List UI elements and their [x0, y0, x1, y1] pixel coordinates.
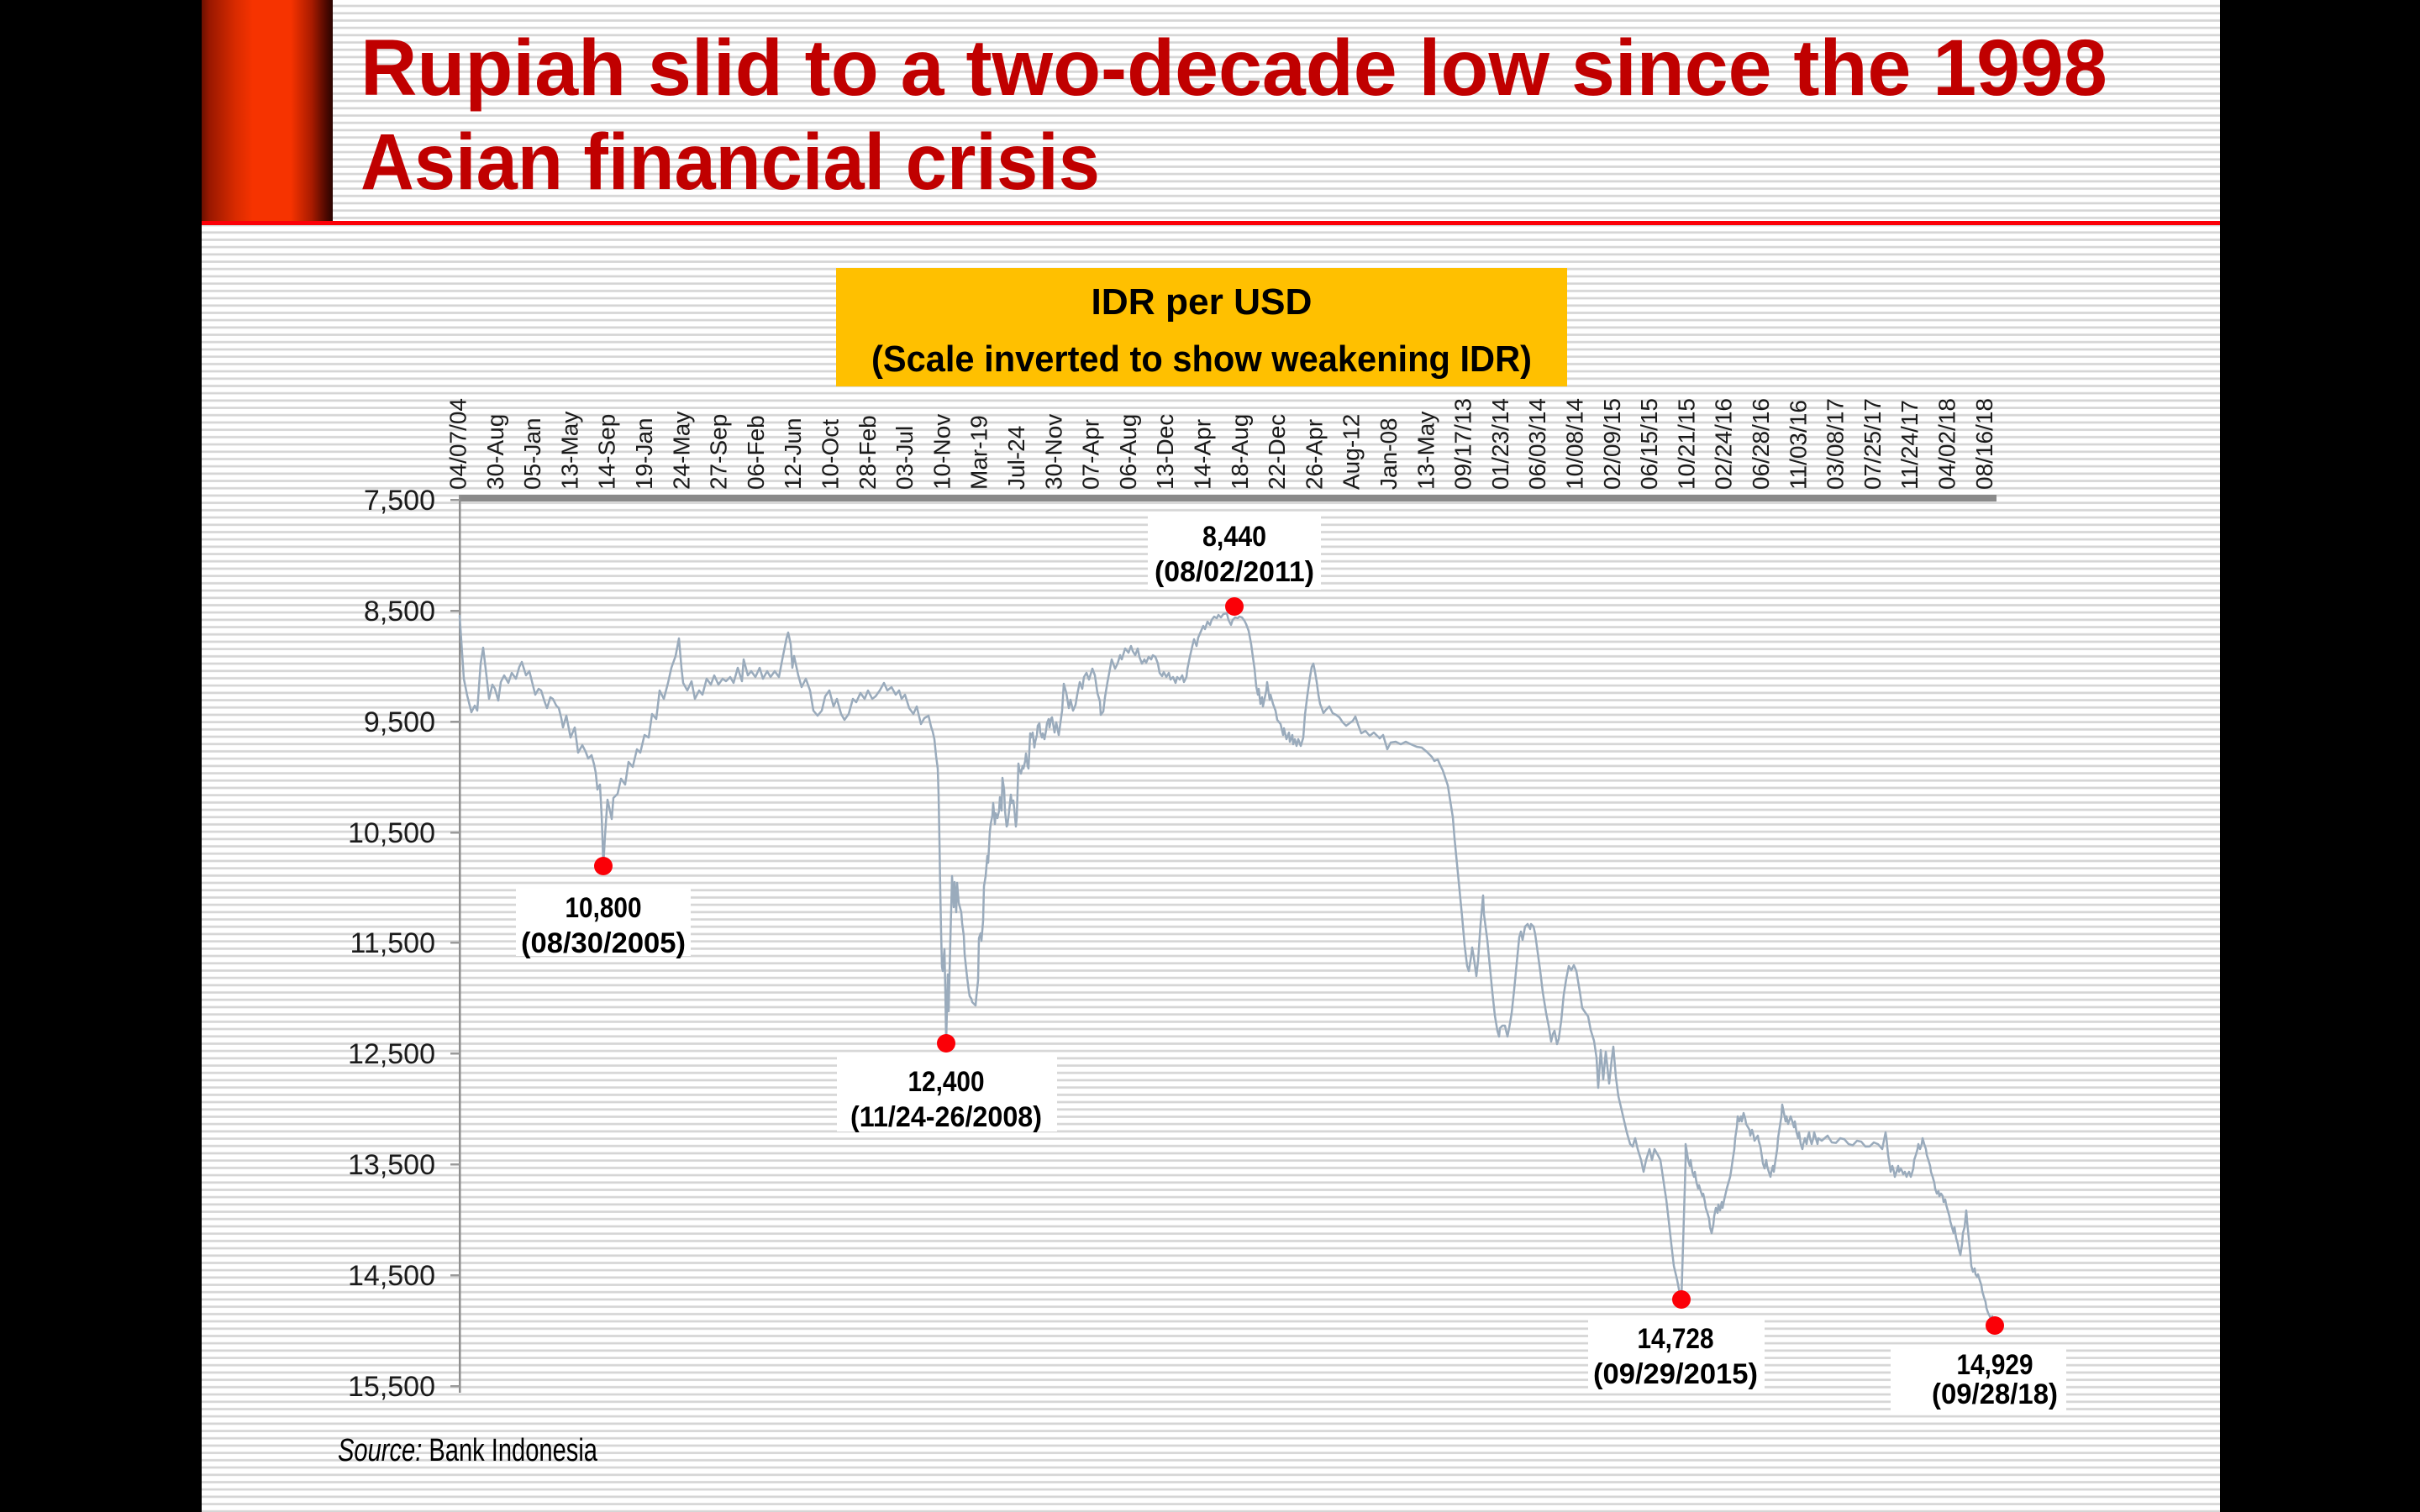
svg-text:12,400: 12,400 — [908, 1066, 985, 1098]
svg-text:02/09/15: 02/09/15 — [1599, 398, 1625, 490]
svg-text:13-Dec: 13-Dec — [1152, 414, 1178, 490]
svg-text:Aug-12: Aug-12 — [1339, 414, 1365, 490]
svg-text:11/03/16: 11/03/16 — [1785, 400, 1811, 490]
svg-text:(08/30/2005): (08/30/2005) — [521, 927, 686, 959]
svg-text:12-Jun: 12-Jun — [780, 417, 806, 490]
svg-text:Jan-08: Jan-08 — [1376, 417, 1402, 490]
svg-text:10,800: 10,800 — [566, 892, 642, 924]
svg-text:(09/29/2015): (09/29/2015) — [1593, 1358, 1758, 1390]
svg-text:12,500: 12,500 — [348, 1038, 435, 1070]
svg-text:18-Aug: 18-Aug — [1227, 414, 1253, 490]
svg-text:22-Dec: 22-Dec — [1264, 414, 1290, 490]
svg-text:10/08/14: 10/08/14 — [1562, 398, 1588, 490]
svg-text:02/24/16: 02/24/16 — [1711, 398, 1737, 490]
svg-text:06-Aug: 06-Aug — [1115, 414, 1141, 490]
svg-text:28-Feb: 28-Feb — [855, 415, 881, 490]
svg-text:14,929: 14,929 — [1957, 1349, 2033, 1381]
svg-text:8,440: 8,440 — [1202, 521, 1266, 553]
svg-text:13-May: 13-May — [556, 412, 582, 490]
svg-text:(08/02/2011): (08/02/2011) — [1155, 556, 1314, 588]
svg-text:10-Nov: 10-Nov — [929, 414, 955, 490]
svg-text:04/07/04: 04/07/04 — [445, 398, 471, 490]
svg-text:27-Sep: 27-Sep — [706, 414, 732, 490]
svg-text:04/02/18: 04/02/18 — [1934, 398, 1960, 490]
svg-text:30-Aug: 30-Aug — [482, 414, 508, 490]
svg-text:8,500: 8,500 — [364, 596, 435, 627]
svg-text:09/17/13: 09/17/13 — [1450, 398, 1476, 490]
svg-text:10-Oct: 10-Oct — [818, 419, 844, 490]
svg-text:Source: Bank Indonesia: Source: Bank Indonesia — [338, 1433, 598, 1468]
svg-text:10,500: 10,500 — [348, 817, 435, 849]
svg-text:14,728: 14,728 — [1638, 1323, 1714, 1355]
svg-text:Mar-19: Mar-19 — [966, 415, 992, 490]
svg-text:11/24/17: 11/24/17 — [1897, 400, 1923, 490]
svg-text:7,500: 7,500 — [364, 485, 435, 517]
svg-text:IDR per USD: IDR per USD — [1092, 281, 1313, 323]
svg-text:15,500: 15,500 — [348, 1371, 435, 1403]
svg-text:10/21/15: 10/21/15 — [1673, 398, 1699, 490]
svg-text:06/28/16: 06/28/16 — [1748, 398, 1774, 490]
svg-text:06/03/14: 06/03/14 — [1524, 398, 1550, 490]
svg-text:08/16/18: 08/16/18 — [1971, 398, 1997, 490]
svg-text:(11/24-26/2008): (11/24-26/2008) — [850, 1101, 1042, 1133]
svg-text:30-Nov: 30-Nov — [1040, 414, 1066, 490]
svg-text:9,500: 9,500 — [364, 706, 435, 738]
svg-text:26-Apr: 26-Apr — [1301, 419, 1327, 490]
svg-text:24-May: 24-May — [668, 412, 694, 490]
svg-text:(Scale inverted to show weaken: (Scale inverted to show weakening IDR) — [871, 339, 1532, 380]
svg-text:07/25/17: 07/25/17 — [1860, 398, 1886, 490]
svg-text:05-Jan: 05-Jan — [519, 417, 545, 490]
svg-text:01/23/14: 01/23/14 — [1487, 398, 1513, 490]
svg-text:Jul-24: Jul-24 — [1003, 426, 1029, 490]
svg-text:11,500: 11,500 — [350, 927, 435, 959]
svg-text:06/15/15: 06/15/15 — [1636, 398, 1662, 490]
svg-text:14,500: 14,500 — [348, 1260, 435, 1292]
svg-text:13,500: 13,500 — [348, 1149, 435, 1181]
svg-text:07-Apr: 07-Apr — [1078, 419, 1104, 490]
svg-text:13-May: 13-May — [1413, 412, 1439, 490]
svg-text:(09/28/18): (09/28/18) — [1932, 1378, 2058, 1410]
svg-text:03/08/17: 03/08/17 — [1823, 398, 1849, 490]
svg-text:03-Jul: 03-Jul — [892, 426, 918, 490]
svg-text:14-Apr: 14-Apr — [1190, 419, 1216, 490]
svg-text:14-Sep: 14-Sep — [594, 414, 620, 490]
svg-text:06-Feb: 06-Feb — [743, 415, 769, 490]
svg-text:19-Jan: 19-Jan — [631, 417, 657, 490]
